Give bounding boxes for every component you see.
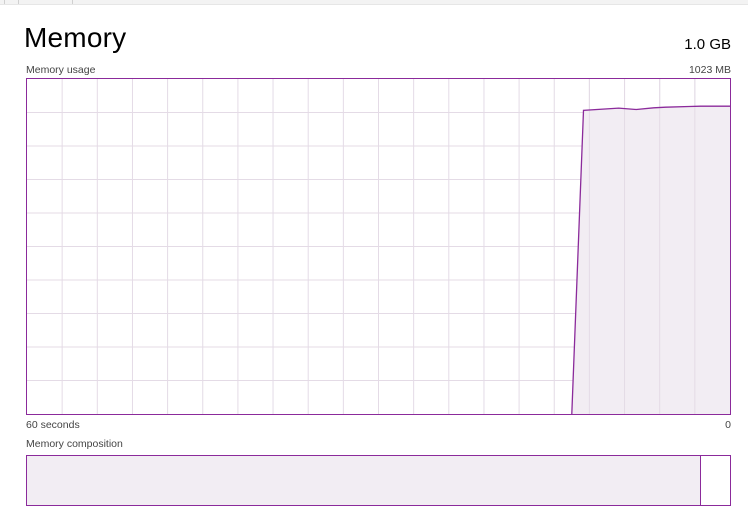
usage-area-fill — [571, 106, 730, 414]
usage-line — [571, 105, 730, 414]
top-tab-strip — [0, 0, 748, 5]
composition-in-use — [27, 456, 700, 505]
page-title: Memory — [24, 22, 127, 53]
tab-edge — [72, 0, 73, 4]
tab-edge — [4, 0, 5, 4]
tab-edge — [18, 0, 19, 4]
chart-grid-overlay — [588, 79, 696, 414]
total-memory: 1.0 GB — [684, 36, 731, 53]
composition-divider — [699, 456, 701, 505]
memory-usage-label: Memory usage — [26, 64, 96, 76]
axis-end-label: 0 — [725, 419, 731, 431]
memory-composition-bar — [26, 455, 731, 506]
memory-usage-chart — [27, 79, 730, 414]
memory-usage-graph — [26, 78, 731, 415]
axis-start-label: 60 seconds — [26, 419, 80, 431]
memory-usage-max: 1023 MB — [688, 64, 731, 76]
memory-composition-label: Memory composition — [26, 438, 123, 450]
